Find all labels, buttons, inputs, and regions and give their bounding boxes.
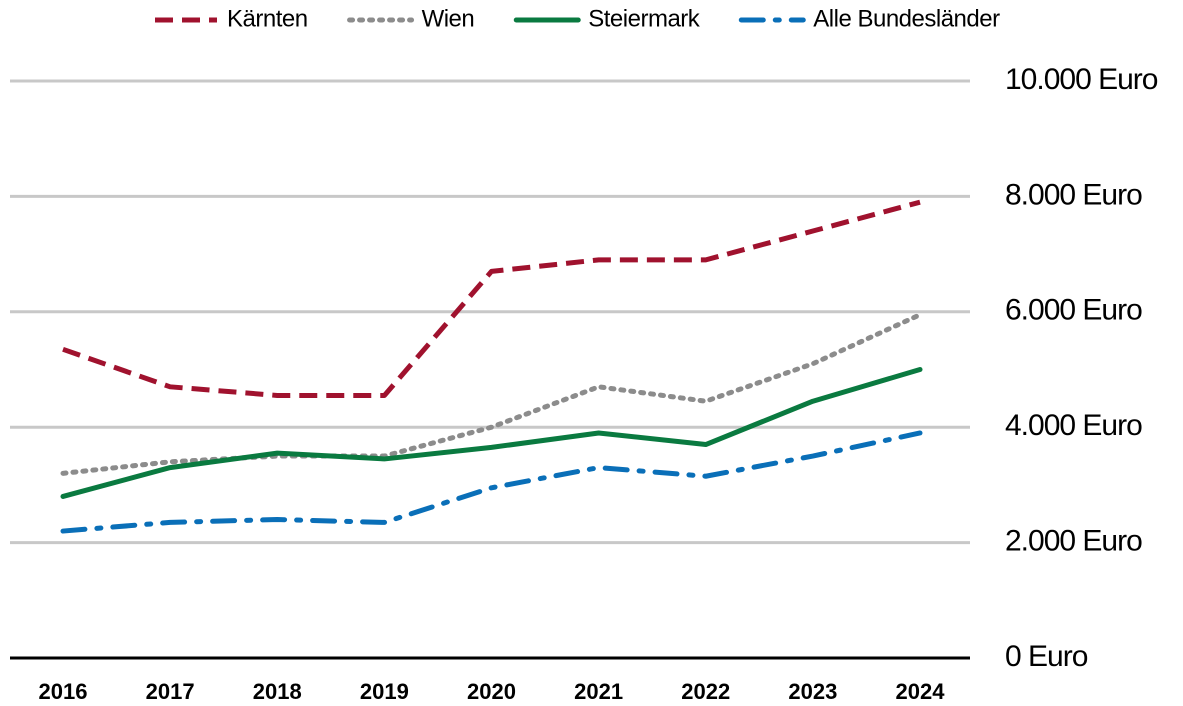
x-tick-label: 2019	[360, 679, 409, 704]
x-tick-label: 2016	[39, 679, 88, 704]
legend-label: Kärnten	[227, 5, 308, 32]
legend-label: Alle Bundesländer	[813, 5, 1000, 32]
y-tick-label: 2.000 Euro	[1005, 525, 1142, 558]
x-tick-label: 2018	[253, 679, 302, 704]
x-tick-label: 2020	[467, 679, 516, 704]
x-tick-label: 2021	[574, 679, 623, 704]
y-tick-label: 8.000 Euro	[1005, 178, 1142, 211]
x-tick-label: 2024	[896, 679, 946, 704]
line-series	[60, 430, 923, 534]
y-tick-label: 0 Euro	[1005, 640, 1088, 673]
line-series	[60, 367, 923, 499]
y-tick-label: 10.000 Euro	[1005, 63, 1158, 96]
legend-label: Wien	[422, 5, 475, 32]
line-series	[60, 312, 923, 476]
y-tick-label: 6.000 Euro	[1005, 294, 1142, 327]
x-tick-label: 2017	[146, 679, 195, 704]
legend-label: Steiermark	[588, 5, 701, 32]
x-tick-label: 2022	[681, 679, 730, 704]
y-tick-label: 4.000 Euro	[1005, 409, 1142, 442]
x-tick-label: 2023	[788, 679, 837, 704]
line-series	[62, 199, 921, 398]
